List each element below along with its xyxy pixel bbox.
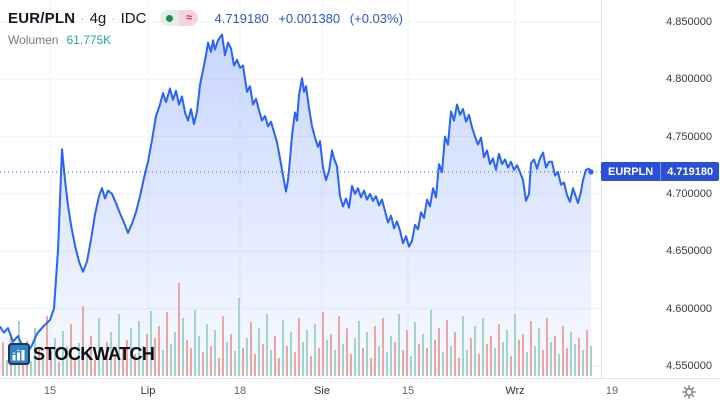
stockwatch-logo-text: STOCKWATCH <box>33 343 155 364</box>
market-open-dot-icon <box>166 14 174 22</box>
price-change-percent: (+0.03%) <box>349 10 403 26</box>
time-axis-label: Wrz <box>505 385 525 397</box>
time-axis-label: Lip <box>140 385 156 397</box>
stockwatch-watermark: STOCKWATCH <box>8 343 155 365</box>
price-axis[interactable]: 4.850000 4.800000 4.750000 4.700000 4.650000… <box>602 0 720 378</box>
badge-price: 4.719180 <box>667 165 714 178</box>
separator-dot: · <box>111 10 116 26</box>
price-axis-label: 4.650000 <box>666 245 712 257</box>
gear-icon <box>682 385 696 399</box>
quote-row: 4.719180 +0.001380 (+0.03%) <box>214 11 408 26</box>
delayed-data-icon: ≈ <box>185 11 192 24</box>
scale-settings-button[interactable] <box>681 384 697 400</box>
time-axis-label: Sie <box>314 385 330 397</box>
volume-value: 61.775K <box>66 32 112 47</box>
market-open-badge <box>160 10 180 26</box>
price-chart-canvas[interactable] <box>0 0 602 378</box>
time-axis-border <box>0 378 720 379</box>
price-change-value: +0.001380 <box>278 10 341 26</box>
time-axis-label: 18 <box>233 385 247 397</box>
time-axis-label: 19 <box>605 385 619 397</box>
price-axis-label: 4.850000 <box>666 16 712 28</box>
market-status-badge[interactable]: ≈ <box>160 10 199 26</box>
bar-chart-logo-icon <box>8 343 30 365</box>
price-axis-label: 4.700000 <box>666 188 712 200</box>
time-axis[interactable]: 15 Lip 18 Sie 15 Wrz 19 <box>0 379 720 406</box>
interval-button[interactable]: 4g <box>89 9 107 27</box>
last-price-badge[interactable]: EURPLN 4.719180 <box>601 162 720 181</box>
time-axis-label: 15 <box>43 385 57 397</box>
price-axis-label: 4.550000 <box>666 360 712 372</box>
volume-row: Wolumen 61.775K <box>8 31 409 48</box>
exchange-label: IDC <box>120 9 147 27</box>
volume-label: Wolumen <box>8 32 59 47</box>
price-axis-label: 4.800000 <box>666 73 712 85</box>
separator-dot: · <box>80 10 85 26</box>
price-axis-label: 4.600000 <box>666 303 712 315</box>
chart-legend-header: EUR/PLN · 4g · IDC ≈ 4.719180 +0.001380 … <box>8 8 409 48</box>
symbol-title-row: EUR/PLN · 4g · IDC ≈ 4.719180 +0.001380 … <box>8 8 409 28</box>
time-axis-label: 15 <box>401 385 415 397</box>
badge-symbol: EURPLN <box>601 162 662 181</box>
last-price-value: 4.719180 <box>214 10 269 26</box>
price-axis-label: 4.750000 <box>666 131 712 143</box>
price-axis-border <box>601 0 602 378</box>
delayed-data-badge: ≈ <box>179 10 199 26</box>
symbol-button[interactable]: EUR/PLN <box>8 9 76 27</box>
